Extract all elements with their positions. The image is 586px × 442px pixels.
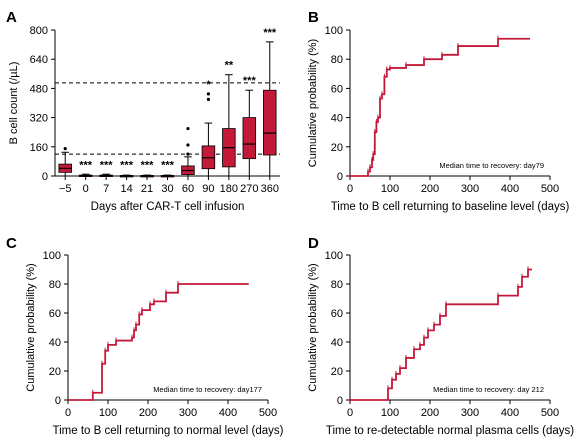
- x-tick-label: 0: [347, 407, 353, 419]
- y-tick-label: 80: [331, 54, 343, 66]
- y-tick-label: 60: [331, 83, 343, 95]
- outlier-point: [206, 97, 211, 101]
- box: [263, 89, 277, 156]
- significance-label: **: [225, 60, 234, 72]
- y-tick-label: 80: [331, 279, 343, 291]
- median-annotation: Median time to recovery: day177: [153, 385, 262, 394]
- x-tick-label: 14: [120, 183, 132, 195]
- x-tick-label: 30: [161, 183, 173, 195]
- step-curve: [350, 37, 530, 177]
- y-tick-label: 0: [337, 395, 343, 407]
- significance-label: *: [206, 79, 211, 91]
- x-axis-label: Time to B cell returning to normal level…: [53, 425, 284, 437]
- significance-label: ***: [263, 27, 277, 39]
- x-tick-label: 300: [461, 183, 479, 195]
- x-tick-label: 100: [381, 407, 399, 419]
- y-tick-label: 160: [30, 142, 48, 154]
- x-axis-label: Time to B cell returning to baseline lev…: [331, 201, 570, 213]
- x-tick-label: 300: [461, 407, 479, 419]
- panel-letter: D: [308, 235, 319, 252]
- x-tick-label: 500: [541, 183, 559, 195]
- panel-letter: A: [6, 9, 17, 26]
- panel-b: B 0 20 40 60 80 100 Cumulative probability (%) T…: [307, 9, 569, 213]
- y-tick-label: 0: [337, 171, 343, 183]
- x-tick-label: 500: [541, 407, 559, 419]
- panel-d: D 0 20 40 60 80 100 Cumulative probability (%) T…: [307, 235, 574, 437]
- panel-letter: C: [6, 235, 17, 252]
- y-tick-label: 480: [30, 83, 48, 95]
- y-tick-label: 100: [325, 250, 343, 262]
- y-tick-label: 80: [49, 279, 61, 291]
- significance-label: ***: [100, 160, 114, 172]
- y-tick-label: 0: [42, 171, 48, 183]
- x-tick-label: 0: [65, 407, 71, 419]
- significance-label: ***: [79, 160, 93, 172]
- x-tick-label: 270: [240, 183, 258, 195]
- box: [242, 117, 257, 160]
- y-axis-label: Cumulative probability (%): [25, 263, 37, 391]
- outlier-point: [206, 92, 211, 96]
- x-tick-label: 0: [83, 183, 89, 195]
- x-tick-label: 90: [202, 183, 214, 195]
- significance-label: ***: [141, 160, 155, 172]
- y-tick-label: 800: [30, 25, 48, 37]
- x-tick-label: 400: [219, 407, 237, 419]
- median-annotation: Median time to recovery: day79: [439, 161, 544, 170]
- y-tick-label: 40: [331, 337, 343, 349]
- y-axis-label: Cumulative probability (%): [307, 39, 319, 167]
- x-tick-label: 400: [501, 183, 519, 195]
- significance-label: ***: [161, 160, 175, 172]
- outlier-point: [63, 147, 67, 151]
- y-tick-label: 640: [30, 54, 48, 66]
- x-tick-label: 60: [182, 183, 194, 195]
- panel-letter: B: [308, 9, 319, 26]
- outlier-point: [186, 126, 190, 131]
- y-tick-label: 320: [30, 113, 48, 125]
- x-tick-label: 180: [220, 183, 238, 195]
- panel-a: A 0 160 320 480 640 800 B cell count (/µL) Days …: [6, 9, 280, 213]
- significance-label: ***: [120, 160, 134, 172]
- y-tick-label: 20: [331, 142, 343, 154]
- panel-c: C 0 20 40 60 80 100 Cumulative probability (%) T…: [6, 235, 284, 437]
- y-tick-label: 100: [325, 25, 343, 37]
- x-tick-label: 400: [501, 407, 519, 419]
- y-tick-label: 100: [43, 250, 61, 262]
- outlier-point: [186, 152, 190, 156]
- significance-label: ***: [243, 75, 257, 87]
- median-annotation: Median time to recovery: day 212: [433, 385, 544, 394]
- y-axis-label: B cell count (/µL): [8, 62, 20, 145]
- x-tick-label: 100: [99, 407, 117, 419]
- x-tick-label: 500: [259, 407, 277, 419]
- y-tick-label: 0: [55, 395, 61, 407]
- x-tick-label: 0: [347, 183, 353, 195]
- x-tick-label: −5: [59, 183, 72, 195]
- x-tick-label: 100: [381, 183, 399, 195]
- x-tick-label: 21: [141, 183, 153, 195]
- x-axis-label: Days after CAR-T cell infusion: [91, 201, 245, 213]
- step-curve: [350, 268, 532, 401]
- x-tick-label: 7: [103, 183, 109, 195]
- step-curve: [68, 283, 249, 401]
- y-tick-label: 40: [49, 337, 61, 349]
- x-tick-label: 200: [421, 183, 439, 195]
- x-tick-label: 360: [261, 183, 279, 195]
- y-tick-label: 40: [331, 113, 343, 125]
- y-tick-label: 20: [331, 366, 343, 378]
- x-tick-label: 200: [139, 407, 157, 419]
- y-axis-label: Cumulative probability (%): [307, 263, 319, 391]
- x-tick-label: 300: [179, 407, 197, 419]
- y-tick-label: 20: [49, 366, 61, 378]
- y-tick-label: 60: [49, 308, 61, 320]
- x-tick-label: 200: [421, 407, 439, 419]
- y-tick-label: 60: [331, 308, 343, 320]
- x-axis-label: Time to re-detectable normal plasma cell…: [326, 425, 574, 437]
- outlier-point: [186, 143, 190, 147]
